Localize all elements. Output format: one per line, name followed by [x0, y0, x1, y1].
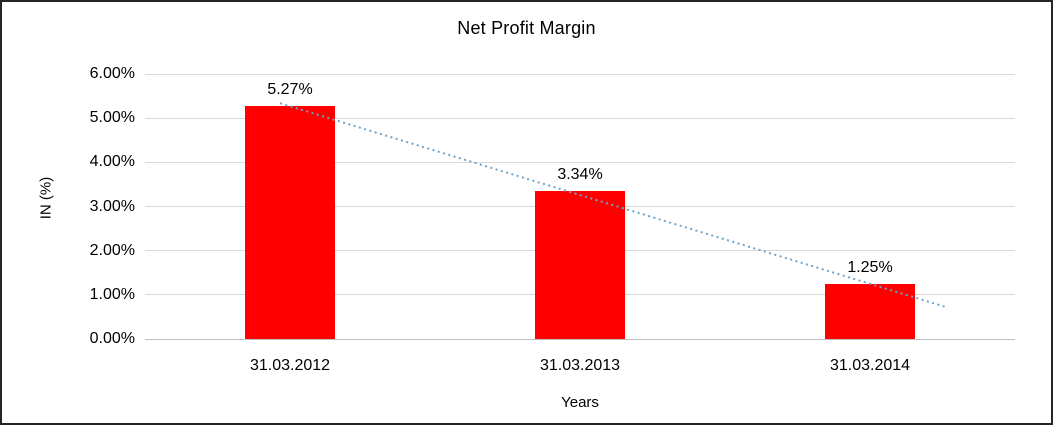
- data-label: 1.25%: [847, 258, 893, 276]
- y-tick-label: 6.00%: [89, 65, 135, 82]
- x-axis-line: [145, 338, 1015, 340]
- gridline: [145, 73, 1015, 75]
- chart-title: Net Profit Margin: [457, 18, 596, 38]
- bar-31.03.2014: [825, 283, 915, 339]
- y-tick-label: 3.00%: [89, 197, 135, 215]
- bar-31.03.2012: [245, 106, 335, 339]
- x-tick-label: 31.03.2013: [539, 357, 621, 374]
- y-tick-label: 0.00%: [89, 330, 135, 347]
- y-axis-title: IN (%): [37, 176, 55, 220]
- data-label: 5.27%: [267, 81, 313, 99]
- plot-area: 5.27% 3.34% 1.25%: [145, 57, 1015, 340]
- y-tick-label: 1.00%: [89, 285, 135, 303]
- x-axis-title: Years: [561, 394, 599, 411]
- y-tick-label: 5.00%: [89, 109, 135, 127]
- bar-31.03.2013: [535, 191, 625, 339]
- y-tick-label: 2.00%: [89, 241, 135, 259]
- data-label: 3.34%: [557, 166, 603, 184]
- y-tick-label: 4.00%: [89, 153, 135, 171]
- x-tick-label: 31.03.2012: [249, 357, 331, 374]
- x-tick-label: 31.03.2014: [829, 357, 911, 374]
